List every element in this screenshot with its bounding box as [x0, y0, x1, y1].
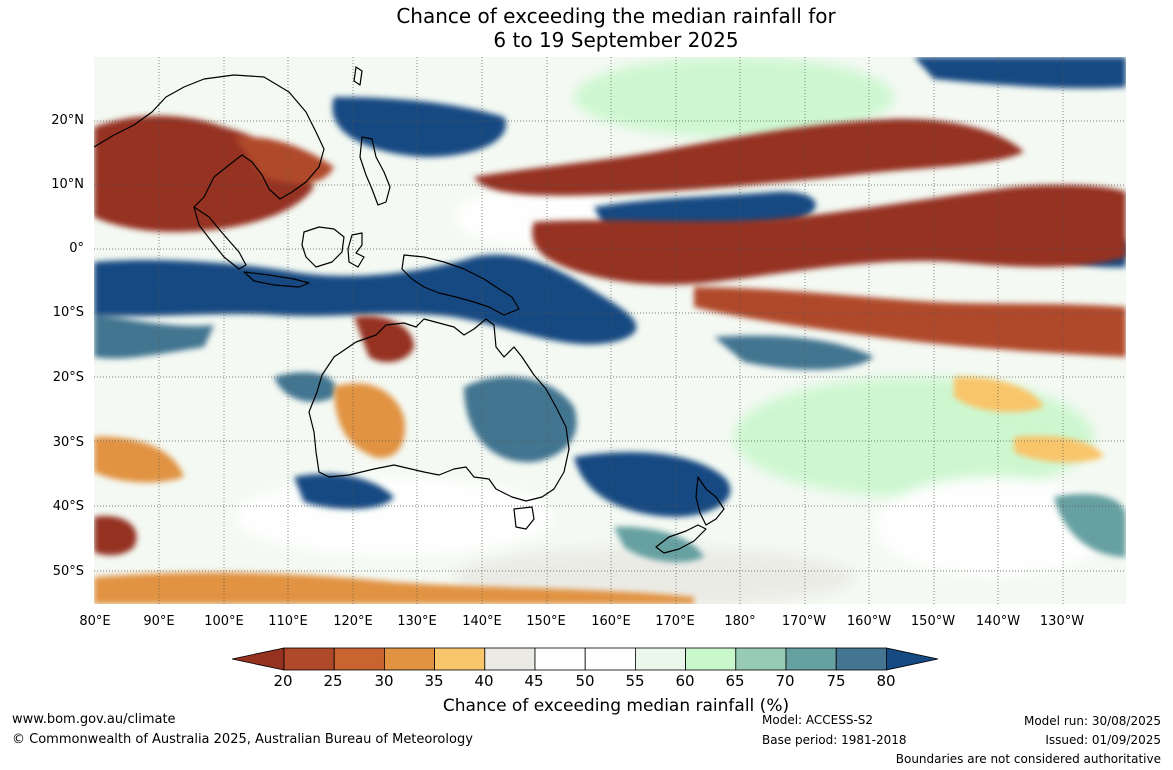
lat-label-30s: 30°S — [52, 435, 84, 450]
lon-label-160w: 160°W — [846, 614, 892, 629]
lat-label-20s: 20°S — [52, 370, 84, 385]
colorbar-tick: 55 — [625, 672, 645, 690]
taiwan-coastline — [353, 66, 363, 86]
lon-label-170e: 170°E — [655, 614, 695, 629]
lat-label-40s: 40°S — [52, 499, 84, 514]
colorbar-tick: 60 — [675, 672, 695, 690]
lon-label-90e: 90°E — [143, 614, 175, 629]
colorbar-tick: 40 — [474, 672, 494, 690]
sumatra-coastline — [193, 206, 247, 270]
colorbar-segment — [383, 647, 435, 671]
colorbar-segment — [584, 647, 636, 671]
dry-regions — [94, 115, 1126, 604]
australia-coastline — [308, 318, 570, 502]
colorbar-tick: 70 — [775, 672, 795, 690]
colorbar-segment — [434, 647, 486, 671]
colorbar-segment — [283, 647, 335, 671]
model-name: Model: ACCESS-S2 — [762, 713, 874, 727]
lon-label-110e: 110°E — [268, 614, 308, 629]
base-period: Base period: 1981-2018 — [762, 733, 907, 747]
colorbar-segment — [484, 647, 536, 671]
lat-label-10n: 10°N — [51, 177, 84, 192]
lon-label-150w: 150°W — [910, 614, 956, 629]
colorbar-tick: 25 — [323, 672, 343, 690]
lon-label-130e: 130°E — [397, 614, 437, 629]
coastlines — [94, 66, 725, 554]
title-line-1: Chance of exceeding the median rainfall … — [396, 4, 836, 28]
issued-date: Issued: 01/09/2025 — [1045, 733, 1161, 747]
lon-label-100e: 100°E — [204, 614, 244, 629]
boundaries-disclaimer: Boundaries are not considered authoritat… — [895, 752, 1161, 766]
new-zealand-south-coastline — [655, 524, 707, 554]
asia-mainland-coastline — [94, 74, 325, 208]
new-guinea-coastline — [401, 254, 520, 316]
lon-label-170w: 170°W — [781, 614, 827, 629]
colorbar-segment — [685, 647, 737, 671]
lon-label-130w: 130°W — [1039, 614, 1085, 629]
model-run-date: Model run: 30/08/2025 — [1023, 714, 1161, 728]
map-title: Chance of exceeding the median rainfall … — [0, 4, 1173, 52]
new-zealand-north-coastline — [695, 476, 725, 526]
colorbar-label: Chance of exceeding median rainfall (%) — [442, 696, 790, 716]
colorbar-tick: 35 — [424, 672, 444, 690]
graticule — [94, 57, 1126, 604]
lon-label-140w: 140°W — [975, 614, 1021, 629]
colorbar-tick: 50 — [575, 672, 595, 690]
sulawesi-coastline — [347, 232, 365, 268]
colorbar-segment — [785, 647, 837, 671]
website-link[interactable]: www.bom.gov.au/climate — [12, 712, 176, 727]
colorbar-tick: 65 — [725, 672, 745, 690]
colorbar-tick: 30 — [374, 672, 394, 690]
lon-label-160e: 160°E — [591, 614, 631, 629]
rainfall-probability-map — [94, 57, 1126, 604]
colorbar-tick: 20 — [273, 672, 293, 690]
philippines-coastline — [359, 136, 391, 206]
lon-label-180: 180° — [724, 614, 756, 629]
lat-label-10s: 10°S — [52, 305, 84, 320]
colorbar-low-arrow — [232, 647, 285, 671]
copyright-text: © Commonwealth of Australia 2025, Austra… — [12, 732, 473, 747]
colorbar-segment — [333, 647, 385, 671]
lat-label-20n: 20°N — [51, 113, 84, 128]
lat-label-50s: 50°S — [52, 564, 84, 579]
colorbar-tick: 45 — [524, 672, 544, 690]
lat-label-0: 0° — [69, 241, 84, 256]
colorbar-tick: 75 — [826, 672, 846, 690]
lon-label-80e: 80°E — [79, 614, 111, 629]
wet-regions — [94, 57, 1126, 563]
java-coastline — [243, 271, 310, 288]
colorbar-segment — [735, 647, 787, 671]
lon-label-120e: 120°E — [333, 614, 373, 629]
tasmania-coastline — [513, 506, 535, 530]
colorbar-high-arrow — [886, 647, 939, 671]
borneo-coastline — [301, 226, 345, 268]
colorbar-segment — [835, 647, 887, 671]
lon-label-140e: 140°E — [462, 614, 502, 629]
colorbar-tick: 80 — [876, 672, 896, 690]
colorbar — [232, 647, 939, 671]
colorbar-segment — [534, 647, 586, 671]
colorbar-segment — [634, 647, 686, 671]
lon-label-150e: 150°E — [526, 614, 566, 629]
title-line-2: 6 to 19 September 2025 — [493, 28, 739, 52]
